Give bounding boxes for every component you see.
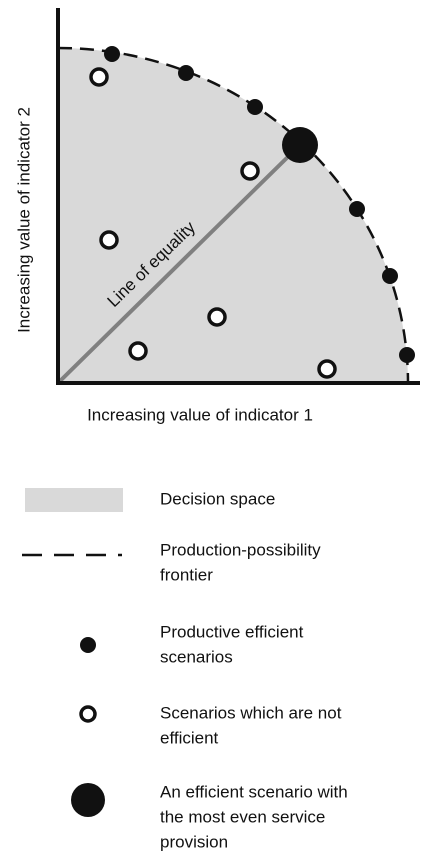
legend-text: An efficient scenario with	[160, 782, 348, 801]
line-of-equality	[56, 143, 302, 385]
legend-swatch-inefficient	[79, 705, 97, 723]
inefficient-point	[317, 359, 337, 379]
efficient-point	[247, 99, 263, 115]
inefficient-point	[99, 230, 119, 250]
legend-text: Scenarios which are not	[160, 703, 342, 722]
inefficient-point	[89, 67, 109, 87]
even-efficient-point	[282, 127, 318, 163]
legend-text: Production-possibility	[160, 540, 321, 559]
legend: Decision space Production-possibility fron…	[160, 489, 348, 851]
efficient-point	[399, 347, 415, 363]
legend-text: the most even service	[160, 807, 325, 826]
legend-text: Productive efficient	[160, 622, 304, 641]
legend-text: scenarios	[160, 647, 233, 666]
legend-text: Decision space	[160, 489, 275, 508]
efficient-points	[104, 46, 415, 363]
inefficient-points	[89, 67, 337, 379]
x-axis-label: Increasing value of indicator 1	[87, 405, 313, 424]
legend-swatch-even	[71, 783, 105, 817]
legend-swatch-efficient	[80, 637, 96, 653]
efficient-point	[104, 46, 120, 62]
legend-text: efficient	[160, 728, 219, 747]
legend-text: provision	[160, 832, 228, 851]
inefficient-point	[128, 341, 148, 361]
y-axis-label: Increasing value of indicator 2	[14, 107, 33, 333]
efficient-point	[349, 201, 365, 217]
efficient-point	[178, 65, 194, 81]
legend-swatch-space	[25, 488, 123, 512]
legend-text: frontier	[160, 565, 213, 584]
inefficient-point	[240, 161, 260, 181]
efficient-point	[382, 268, 398, 284]
inefficient-point	[207, 307, 227, 327]
